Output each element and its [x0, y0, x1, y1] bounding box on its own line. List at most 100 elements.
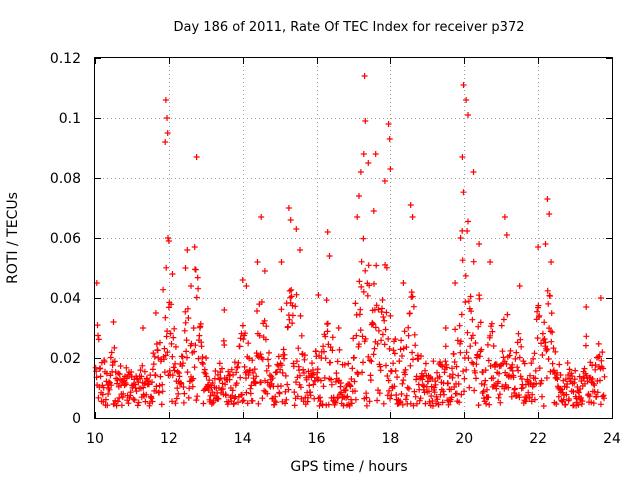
data-point [216, 376, 223, 383]
data-point [285, 386, 292, 393]
data-point [407, 202, 414, 208]
data-point [505, 384, 512, 391]
data-point [530, 355, 537, 362]
data-point [101, 358, 108, 365]
data-point [102, 396, 109, 403]
data-point [235, 359, 242, 366]
data-point [368, 358, 375, 365]
data-point [508, 364, 515, 371]
data-point [291, 389, 298, 396]
data-point [451, 384, 458, 390]
data-point [221, 342, 228, 348]
data-point [263, 367, 270, 374]
data-point [360, 359, 366, 366]
data-point [544, 346, 551, 353]
data-point [289, 312, 296, 319]
x-tick-label: 16 [308, 431, 326, 447]
data-point [241, 363, 248, 370]
data-point [344, 393, 351, 400]
data-point [437, 359, 444, 366]
data-point [472, 369, 479, 376]
data-point [114, 398, 121, 405]
data-point [371, 280, 377, 287]
data-point [469, 332, 476, 339]
data-point [591, 382, 598, 389]
data-point [440, 388, 447, 395]
data-point [397, 346, 404, 353]
data-point [375, 327, 382, 334]
data-point [272, 393, 279, 400]
data-point [470, 169, 477, 175]
data-point [162, 314, 169, 321]
data-point [254, 352, 261, 359]
data-point [169, 353, 176, 360]
data-point [565, 372, 572, 378]
data-point [373, 302, 380, 309]
data-point [239, 277, 246, 283]
data-point [412, 342, 419, 349]
data-point [312, 378, 319, 384]
data-point [597, 377, 603, 384]
data-point [521, 360, 528, 367]
data-point [139, 362, 146, 369]
data-point [536, 365, 543, 372]
data-point [402, 366, 409, 373]
data-point [431, 389, 438, 396]
data-point [172, 400, 179, 407]
data-point [555, 393, 562, 400]
data-point [369, 319, 376, 326]
data-point [449, 365, 455, 372]
data-point [497, 399, 504, 406]
data-point [253, 350, 260, 357]
data-point [564, 360, 571, 366]
data-point [572, 367, 579, 374]
data-point [556, 361, 563, 368]
data-point [247, 367, 253, 373]
data-point [480, 388, 487, 395]
data-point [557, 372, 564, 378]
data-point [163, 264, 170, 271]
data-point [266, 349, 272, 356]
data-point [405, 324, 412, 331]
data-point [258, 299, 265, 305]
data-point [450, 351, 457, 357]
data-point [426, 388, 432, 395]
data-point [417, 395, 424, 402]
data-point [467, 293, 474, 300]
data-point [519, 376, 525, 382]
data-point [410, 303, 417, 310]
data-point [326, 253, 333, 259]
data-point [568, 370, 575, 377]
data-point [489, 328, 496, 335]
data-point [192, 266, 199, 273]
data-point [233, 380, 240, 387]
data-point [587, 359, 594, 366]
data-point [514, 339, 521, 346]
data-point [116, 371, 123, 378]
data-point [351, 354, 358, 361]
data-point [170, 334, 177, 341]
data-point [419, 382, 426, 389]
data-point [452, 280, 459, 286]
data-point [235, 399, 241, 406]
plot-frame [94, 57, 613, 419]
data-point [410, 356, 416, 363]
data-point [249, 397, 256, 404]
data-point [383, 264, 390, 271]
data-point [321, 348, 327, 355]
data-point [352, 300, 359, 307]
data-point [528, 398, 535, 405]
data-point [191, 348, 198, 355]
data-point [336, 346, 343, 353]
data-point [370, 321, 377, 327]
data-point [463, 349, 470, 356]
data-point [359, 333, 366, 340]
y-tick-label: 0.06 [50, 231, 81, 247]
data-point [328, 381, 335, 388]
data-point [209, 380, 216, 386]
data-point [301, 352, 308, 359]
chart-title: Day 186 of 2011, Rate Of TEC Index for r… [174, 20, 525, 35]
data-point [269, 375, 276, 382]
data-point [351, 378, 358, 385]
data-point [525, 389, 532, 396]
